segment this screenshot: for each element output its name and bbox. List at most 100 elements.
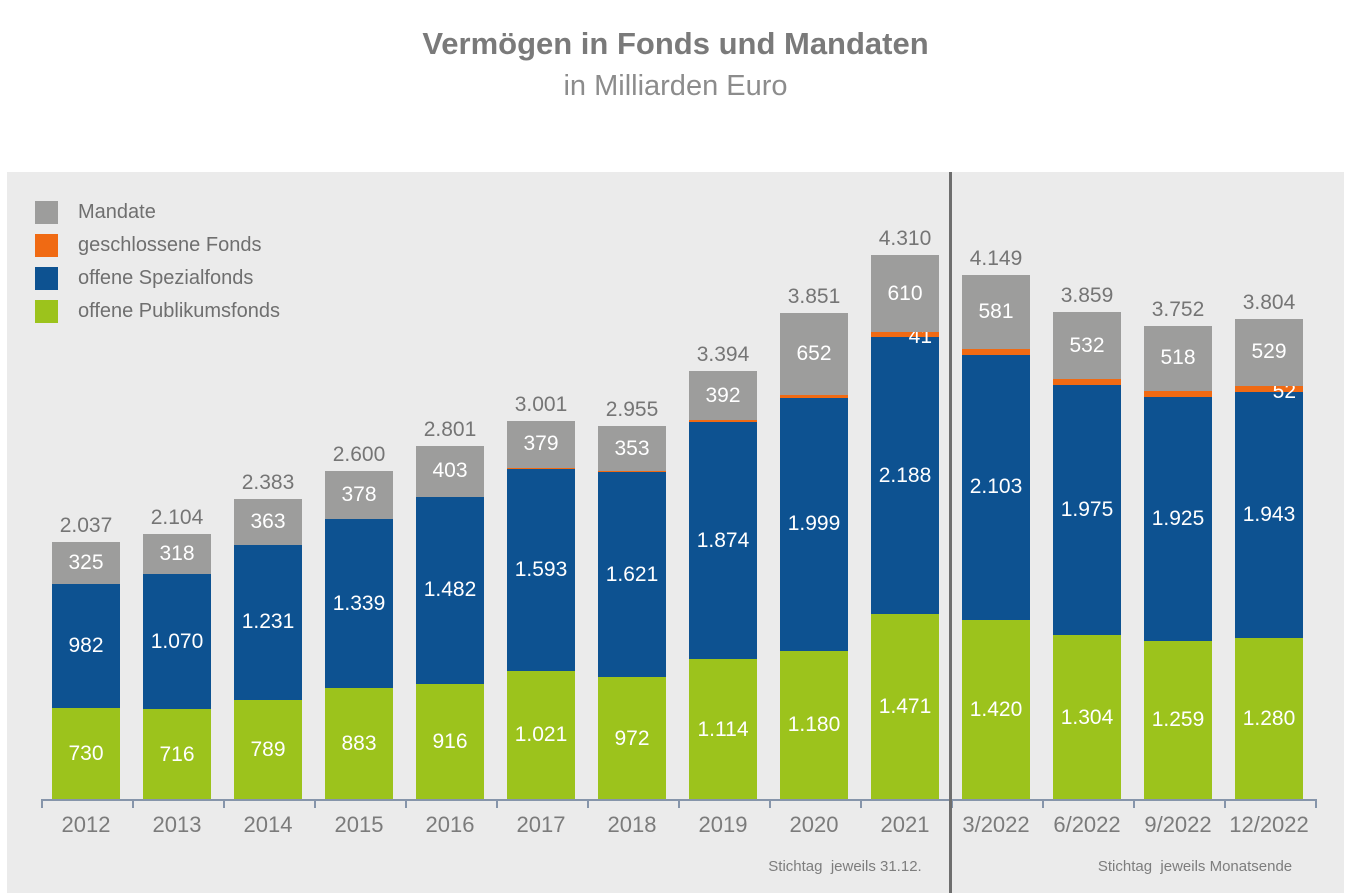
x-axis-label-2019: 2019: [698, 812, 748, 837]
x-axis-tick-left-9: [860, 799, 862, 808]
bar-segment-mandate-2017: [507, 420, 575, 469]
x-axis-tick-left-8: [769, 799, 771, 808]
bar-segment-offene-spezialfonds-12-2022: [1235, 392, 1303, 639]
bar-segment-geschlossene-fonds-9-2022: [1144, 391, 1212, 398]
x-axis-label-2018: 2018: [607, 812, 657, 837]
x-axis-tick-left-4: [405, 799, 407, 808]
bar-segment-mandate-6-2022: [1053, 312, 1121, 380]
bar-segment-mandate-2020: [780, 313, 848, 396]
bar-total-label-2018: 2.955: [605, 398, 659, 422]
bar-segment-mandate-2012: [52, 542, 120, 584]
legend-label-offene-spezialfonds: offene Spezialfonds: [78, 267, 254, 289]
x-axis-label-2015: 2015: [334, 812, 384, 837]
bar-segment-mandate-2014: [234, 498, 302, 545]
bar-total-label-2014: 2.383: [241, 470, 295, 494]
bar-segment-offene-spezialfonds-2014: [234, 544, 302, 701]
bar-total-label-12-2022: 3.804: [1242, 290, 1296, 314]
bar-total-label-2015: 2.600: [332, 443, 386, 467]
bar-segment-mandate-9-2022: [1144, 325, 1212, 392]
bar-total-label-2021: 4.310: [878, 227, 932, 250]
bar-segment-offene-spezialfonds-2017: [507, 469, 575, 671]
bar-segment-mandate-2021: [871, 255, 939, 333]
bar-total-label-2017: 3.001: [514, 392, 568, 416]
bar-segment-geschlossene-fonds-2019: [689, 420, 757, 423]
legend-label-offene-publikumsfonds: offene Publikumsfonds: [78, 300, 280, 322]
bar-segment-offene-publikumsfonds-2020: [780, 650, 848, 800]
bar-segment-offene-publikumsfonds-2013: [143, 709, 211, 800]
bar-segment-offene-publikumsfonds-2017: [507, 670, 575, 800]
bar-segment-geschlossene-fonds-2018: [598, 470, 666, 473]
bar-total-label-2012: 2.037: [59, 514, 113, 538]
x-axis-tick-right-1: [1042, 799, 1044, 808]
bar-segment-geschlossene-fonds-2021: [871, 332, 939, 338]
legend-item-offene-spezialfonds: offene Spezialfonds: [35, 262, 280, 295]
bar-total-label-2016: 2.801: [423, 417, 477, 441]
legend-swatch-mandate-icon: [35, 201, 58, 224]
chart-subtitle: in Milliarden Euro: [563, 70, 788, 102]
x-axis-tick-right-3: [1224, 799, 1226, 808]
footnote-right: Stichtag jeweils Monatsende: [1097, 858, 1293, 875]
bar-segment-offene-spezialfonds-6-2022: [1053, 385, 1121, 636]
section-divider-line: [949, 172, 952, 893]
bar-segment-geschlossene-fonds-2020: [780, 395, 848, 398]
x-axis-label-2020: 2020: [789, 812, 839, 837]
x-axis-label-2017: 2017: [516, 812, 566, 837]
legend-item-mandate: Mandate: [35, 196, 280, 229]
bar-segment-offene-spezialfonds-2019: [689, 422, 757, 660]
x-axis-tick-left-1: [132, 799, 134, 808]
bar-segment-offene-spezialfonds-2016: [416, 496, 484, 685]
bar-segment-offene-spezialfonds-2013: [143, 574, 211, 710]
chart-header: Vermögen in Fonds und Mandaten in Millia…: [0, 26, 1351, 103]
x-axis-tick-right-0: [951, 799, 953, 808]
x-axis-label-6-2022: 6/2022: [1053, 812, 1121, 837]
bar-segment-mandate-2013: [143, 533, 211, 575]
bar-total-label-3-2022: 4.149: [969, 247, 1023, 271]
bar-segment-offene-spezialfonds-2020: [780, 398, 848, 651]
bar-total-label-2019: 3.394: [696, 342, 750, 366]
bar-segment-geschlossene-fonds-3-2022: [962, 348, 1030, 355]
bar-segment-offene-publikumsfonds-2019: [689, 659, 757, 800]
x-axis-label-9-2022: 9/2022: [1144, 812, 1212, 837]
bar-segment-offene-publikumsfonds-2018: [598, 677, 666, 800]
bar-segment-geschlossene-fonds-12-2022: [1235, 385, 1303, 393]
bar-segment-offene-publikumsfonds-3-2022: [962, 620, 1030, 800]
bar-segment-offene-publikumsfonds-9-2022: [1144, 640, 1212, 800]
bar-segment-geschlossene-fonds-6-2022: [1053, 379, 1121, 386]
x-axis-label-12-2022: 12/2022: [1229, 812, 1309, 837]
legend-swatch-offene-publikumsfonds-icon: [35, 300, 58, 323]
x-axis-tick-left-3: [314, 799, 316, 808]
bar-segment-offene-spezialfonds-3-2022: [962, 354, 1030, 621]
bar-segment-offene-spezialfonds-2012: [52, 583, 120, 708]
x-axis-label-2016: 2016: [425, 812, 475, 837]
bar-segment-offene-spezialfonds-2015: [325, 519, 393, 689]
bar-segment-mandate-2016: [416, 445, 484, 497]
bar-segment-offene-publikumsfonds-2021: [871, 613, 939, 800]
bar-segment-offene-spezialfonds-2021: [871, 337, 939, 614]
x-axis-label-2012: 2012: [61, 812, 111, 837]
x-axis-tick-right-4: [1315, 799, 1317, 808]
bar-segment-mandate-2019: [689, 370, 757, 421]
bar-segment-mandate-12-2022: [1235, 318, 1303, 386]
legend-swatch-offene-spezialfonds-icon: [35, 267, 58, 290]
bar-segment-offene-spezialfonds-9-2022: [1144, 397, 1212, 641]
x-axis-label-3-2022: 3/2022: [962, 812, 1030, 837]
bar-segment-mandate-3-2022: [962, 275, 1030, 349]
x-axis-label-2021: 2021: [880, 812, 930, 837]
bar-segment-offene-publikumsfonds-2016: [416, 684, 484, 800]
bar-total-label-2020: 3.851: [787, 285, 841, 309]
bar-segment-offene-publikumsfonds-2014: [234, 700, 302, 800]
bar-segment-geschlossene-fonds-2017: [507, 468, 575, 470]
bar-total-label-6-2022: 3.859: [1060, 284, 1114, 308]
bar-segment-offene-publikumsfonds-6-2022: [1053, 635, 1121, 800]
legend: Mandate geschlossene Fonds offene Spezia…: [35, 196, 280, 328]
bar-total-label-9-2022: 3.752: [1151, 297, 1205, 321]
bar-total-label-2013: 2.104: [150, 505, 204, 529]
x-axis-tick-right-2: [1133, 799, 1135, 808]
x-axis-tick-left-2: [223, 799, 225, 808]
x-axis-tick-left-6: [587, 799, 589, 808]
legend-swatch-geschlossene-fonds-icon: [35, 234, 58, 257]
legend-item-geschlossene-fonds: geschlossene Fonds: [35, 229, 280, 262]
bar-segment-offene-publikumsfonds-2012: [52, 707, 120, 800]
legend-item-offene-publikumsfonds: offene Publikumsfonds: [35, 295, 280, 328]
